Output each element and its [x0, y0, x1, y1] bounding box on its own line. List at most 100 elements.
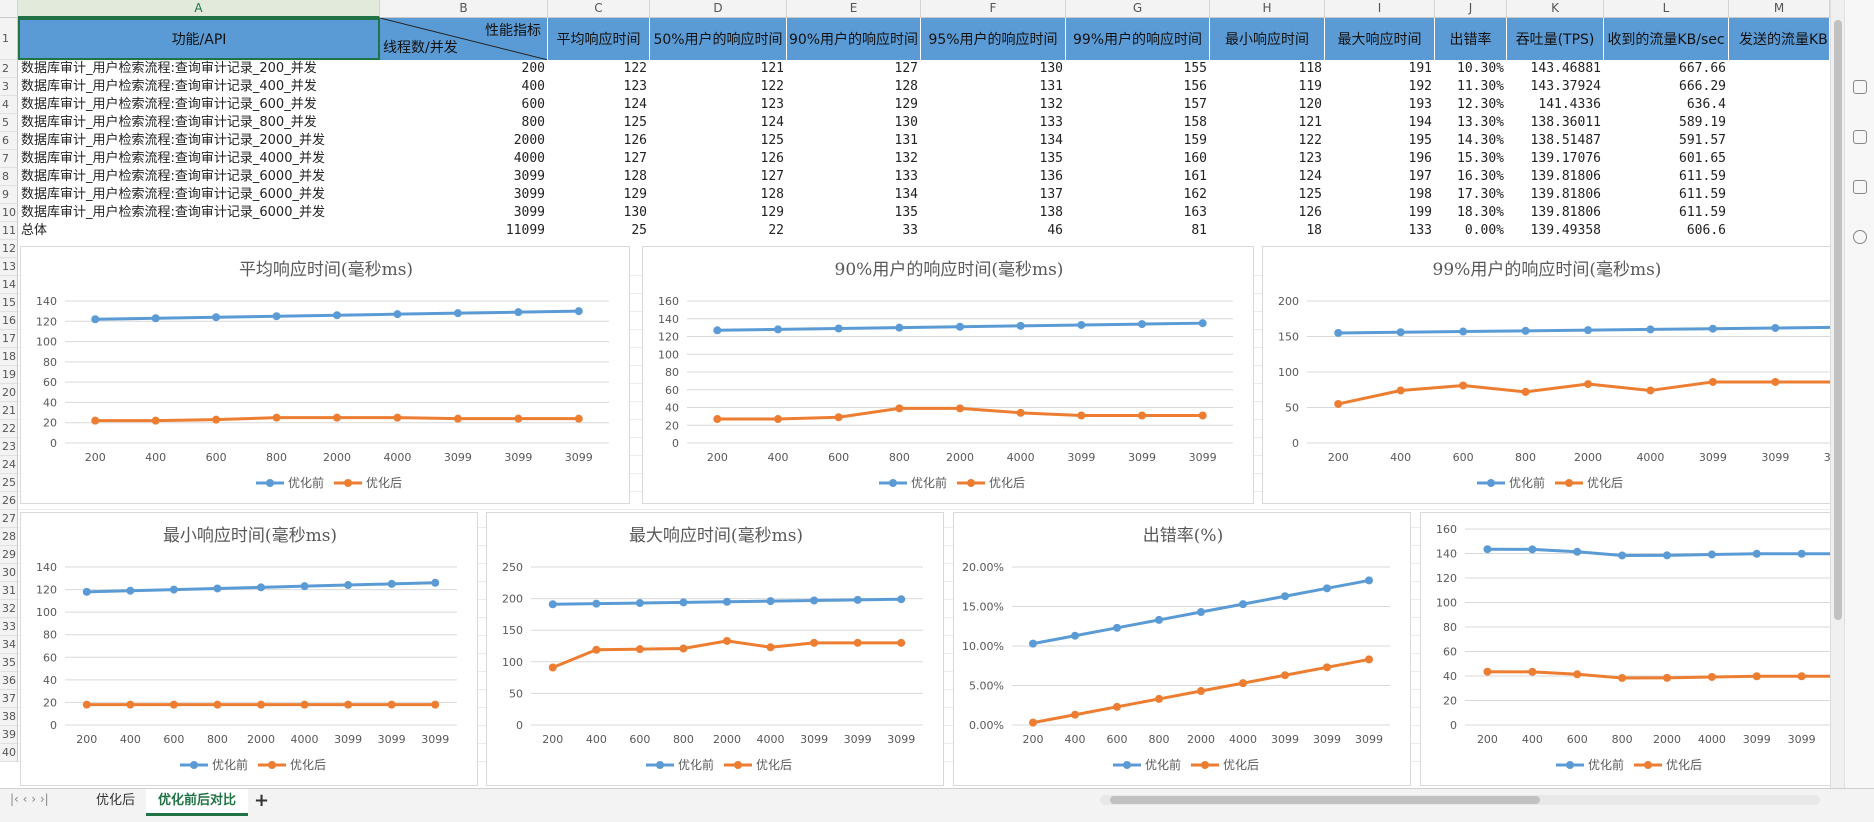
table-cell[interactable]: 数据库审计_用户检索流程:查询审计记录_200_并发 — [21, 61, 317, 76]
table-cell[interactable]: 134 — [1039, 133, 1063, 148]
table-cell[interactable] — [1729, 96, 1830, 114]
table-cell[interactable]: 数据库审计_用户检索流程:查询审计记录_800_并发 — [21, 115, 317, 130]
table-cell[interactable]: 611.59 — [1679, 169, 1726, 184]
vertical-scrollbar[interactable] — [1830, 0, 1845, 788]
table-cell[interactable]: 159 — [1183, 133, 1207, 148]
metric-header-cell[interactable]: 吞吐量(TPS) — [1507, 18, 1604, 60]
table-cell[interactable]: 136 — [1039, 169, 1063, 184]
table-cell[interactable]: 606.6 — [1686, 223, 1726, 238]
table-cell[interactable]: 124 — [623, 97, 647, 112]
table-cell[interactable]: 12.30% — [1457, 97, 1504, 112]
row-header-22[interactable]: 22 — [0, 420, 18, 438]
metric-header-cell[interactable]: 发送的流量KB — [1729, 18, 1830, 60]
table-cell[interactable]: 138.51487 — [1530, 133, 1601, 148]
row-header-10[interactable]: 10 — [0, 204, 18, 222]
row-header-38[interactable]: 38 — [0, 708, 18, 726]
column-header-e[interactable]: E — [787, 0, 921, 18]
table-cell[interactable]: 3099 — [513, 187, 545, 202]
table-cell[interactable]: 130 — [1039, 61, 1063, 76]
style-icon[interactable] — [1853, 130, 1867, 144]
table-cell[interactable]: 131 — [894, 133, 918, 148]
row-header-1[interactable]: 1 — [0, 18, 18, 60]
table-cell[interactable]: 124 — [760, 115, 784, 130]
table-cell[interactable]: 127 — [623, 151, 647, 166]
column-header-i[interactable]: I — [1325, 0, 1435, 18]
table-cell[interactable]: 199 — [1408, 205, 1432, 220]
metric-header-cell[interactable]: 50%用户的响应时间 — [650, 18, 787, 60]
table-cell[interactable]: 139.81806 — [1530, 187, 1601, 202]
table-cell[interactable]: 195 — [1408, 133, 1432, 148]
column-header-m[interactable]: M — [1729, 0, 1830, 18]
table-cell[interactable]: 666.29 — [1679, 79, 1726, 94]
metric-header-cell[interactable]: 90%用户的响应时间 — [787, 18, 921, 60]
row-header-3[interactable]: 3 — [0, 78, 18, 96]
table-cell[interactable]: 157 — [1183, 97, 1207, 112]
table-cell[interactable]: 46 — [1047, 223, 1063, 238]
row-header-33[interactable]: 33 — [0, 618, 18, 636]
row-header-14[interactable]: 14 — [0, 276, 18, 294]
table-cell[interactable]: 126 — [1298, 205, 1322, 220]
row-header-19[interactable]: 19 — [0, 366, 18, 384]
column-header-b[interactable]: B — [380, 0, 548, 18]
row-header-37[interactable]: 37 — [0, 690, 18, 708]
column-header-k[interactable]: K — [1507, 0, 1604, 18]
row-header-39[interactable]: 39 — [0, 726, 18, 744]
table-cell[interactable]: 141.4336 — [1538, 97, 1601, 112]
table-cell[interactable]: 数据库审计_用户检索流程:查询审计记录_6000_并发 — [21, 169, 325, 184]
row-header-17[interactable]: 17 — [0, 330, 18, 348]
table-cell[interactable]: 10.30% — [1457, 61, 1504, 76]
table-cell[interactable]: 125 — [1298, 187, 1322, 202]
row-header-21[interactable]: 21 — [0, 402, 18, 420]
metric-header-cell[interactable]: 最小响应时间 — [1210, 18, 1325, 60]
table-cell[interactable]: 143.37924 — [1530, 79, 1601, 94]
vertical-scroll-thumb[interactable] — [1834, 20, 1842, 620]
row-header-40[interactable]: 40 — [0, 744, 18, 762]
row-header-26[interactable]: 26 — [0, 492, 18, 510]
table-cell[interactable]: 800 — [521, 115, 545, 130]
table-cell[interactable]: 131 — [1039, 79, 1063, 94]
table-cell[interactable] — [1729, 150, 1830, 168]
row-header-25[interactable]: 25 — [0, 474, 18, 492]
chart-7[interactable]: 0 20 40 60 80 100 120 140 160 200 400 600 800 2000 400… — [1420, 512, 1830, 786]
table-cell[interactable] — [1729, 132, 1830, 150]
table-cell[interactable]: 611.59 — [1679, 187, 1726, 202]
table-cell[interactable]: 163 — [1183, 205, 1207, 220]
column-header-j[interactable]: J — [1435, 0, 1507, 18]
table-cell[interactable]: 81 — [1191, 223, 1207, 238]
table-cell[interactable]: 158 — [1183, 115, 1207, 130]
chart-6[interactable]: 出错率(%) 0.00% 5.00% 10.00% 15.00% 20.00% 200 400… — [953, 512, 1411, 786]
row-header-27[interactable]: 27 — [0, 510, 18, 528]
table-cell[interactable]: 129 — [623, 187, 647, 202]
settings-icon[interactable] — [1853, 180, 1867, 194]
chart-5[interactable]: 最大响应时间(毫秒ms) 0 50 100 150 200 250 200 400 600 800 2… — [486, 512, 944, 786]
table-cell[interactable]: 139.81806 — [1530, 169, 1601, 184]
table-cell[interactable]: 400 — [521, 79, 545, 94]
table-cell[interactable] — [1729, 60, 1830, 78]
column-header-g[interactable]: G — [1066, 0, 1210, 18]
table-cell[interactable]: 611.59 — [1679, 205, 1726, 220]
table-cell[interactable]: 667.66 — [1679, 61, 1726, 76]
table-cell[interactable]: 22 — [768, 223, 784, 238]
table-cell[interactable]: 14.30% — [1457, 133, 1504, 148]
table-cell[interactable]: 11099 — [505, 223, 545, 238]
row-header-16[interactable]: 16 — [0, 312, 18, 330]
select-all-corner[interactable] — [0, 0, 18, 18]
table-cell[interactable]: 13.30% — [1457, 115, 1504, 130]
table-cell[interactable]: 127 — [894, 61, 918, 76]
table-cell[interactable]: 120 — [1298, 97, 1322, 112]
table-cell[interactable]: 137 — [1039, 187, 1063, 202]
row-header-31[interactable]: 31 — [0, 582, 18, 600]
row-header-35[interactable]: 35 — [0, 654, 18, 672]
metric-header-cell[interactable]: 出错率 — [1435, 18, 1507, 60]
tab-before-after-comparison[interactable]: 优化前后对比 — [146, 789, 249, 816]
table-cell[interactable] — [1729, 168, 1830, 186]
table-cell[interactable]: 16.30% — [1457, 169, 1504, 184]
table-cell[interactable]: 139.49358 — [1530, 223, 1601, 238]
table-cell[interactable]: 600 — [521, 97, 545, 112]
column-header-f[interactable]: F — [921, 0, 1066, 18]
table-cell[interactable]: 135 — [894, 205, 918, 220]
table-cell[interactable]: 132 — [1039, 97, 1063, 112]
tab-after-optimization[interactable]: 优化后 — [96, 793, 136, 808]
add-sheet-button[interactable]: + — [254, 790, 270, 811]
table-cell[interactable] — [1729, 78, 1830, 96]
